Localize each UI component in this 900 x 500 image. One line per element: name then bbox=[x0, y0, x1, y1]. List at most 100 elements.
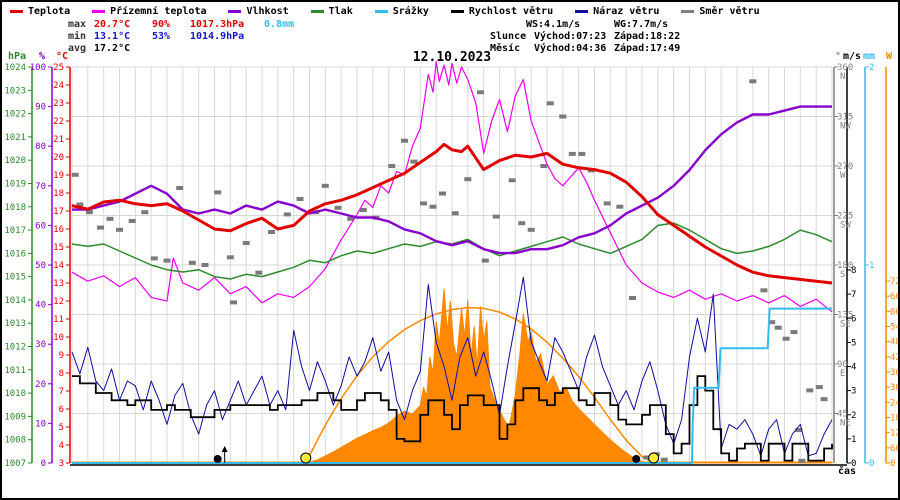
series-Teplota bbox=[71, 142, 833, 285]
svg-text:4: 4 bbox=[851, 363, 856, 373]
svg-text:13: 13 bbox=[53, 279, 64, 289]
legend: Teplota Přízemní teplota Vlhkost Tlak Srážky… bbox=[10, 5, 760, 17]
legend-swatch bbox=[228, 9, 242, 13]
svg-text:720: 720 bbox=[890, 277, 900, 287]
unit-mm: mm bbox=[863, 51, 876, 62]
legend-item-1: Přízemní teplota bbox=[92, 6, 206, 17]
moonset-time: Západ:17:49 bbox=[614, 43, 681, 54]
svg-text:360: 360 bbox=[890, 368, 900, 378]
unit-percent: % bbox=[39, 51, 46, 62]
svg-text:1008: 1008 bbox=[4, 436, 26, 446]
svg-text:420: 420 bbox=[890, 353, 900, 363]
stat-min-label: min bbox=[68, 31, 87, 42]
svg-text:60: 60 bbox=[35, 221, 46, 231]
svg-text:19: 19 bbox=[53, 171, 64, 181]
svg-text:17: 17 bbox=[53, 207, 64, 217]
svg-text:1015: 1015 bbox=[4, 273, 26, 283]
series-Vlhkost bbox=[72, 105, 832, 255]
legend-item-7: Směr větru bbox=[681, 6, 760, 17]
svg-text:18: 18 bbox=[53, 189, 64, 199]
svg-text:7: 7 bbox=[59, 387, 64, 397]
sunset-marker bbox=[648, 452, 660, 464]
svg-text:1019: 1019 bbox=[4, 179, 26, 189]
legend-item-2: Vlhkost bbox=[228, 6, 289, 17]
stat-wind-speed: WS:4.1m/s bbox=[526, 19, 581, 30]
svg-text:45: 45 bbox=[837, 410, 848, 420]
svg-text:225: 225 bbox=[837, 212, 853, 222]
legend-item-0: Teplota bbox=[10, 6, 70, 17]
legend-item-3: Tlak bbox=[310, 6, 353, 17]
svg-text:1014: 1014 bbox=[4, 296, 26, 306]
unit-watt: W bbox=[886, 51, 893, 62]
moonrise-time: Východ:04:36 bbox=[534, 43, 607, 54]
svg-text:N: N bbox=[840, 72, 845, 82]
unit-hpa: hPa bbox=[8, 51, 27, 62]
sunset-time: Západ:18:22 bbox=[614, 31, 681, 42]
svg-text:8: 8 bbox=[59, 369, 64, 379]
sunrise-time: Východ:07:23 bbox=[534, 31, 607, 42]
svg-text:1016: 1016 bbox=[4, 249, 26, 259]
svg-text:1020: 1020 bbox=[4, 156, 26, 166]
stat-max-label: max bbox=[68, 19, 87, 30]
svg-text:5: 5 bbox=[851, 338, 856, 348]
svg-text:25: 25 bbox=[53, 63, 64, 73]
moon-label: Měsíc bbox=[490, 43, 521, 54]
svg-text:0: 0 bbox=[890, 459, 895, 469]
svg-text:100: 100 bbox=[30, 63, 46, 73]
sun-label: Slunce bbox=[490, 31, 527, 42]
stat-min-humidity: 53% bbox=[152, 31, 171, 42]
legend-item-4: Srážky bbox=[374, 6, 429, 17]
svg-text:20: 20 bbox=[53, 153, 64, 163]
svg-text:180: 180 bbox=[890, 413, 900, 423]
svg-text:1023: 1023 bbox=[4, 86, 26, 96]
svg-text:NE: NE bbox=[840, 419, 851, 429]
chart-title: 12.10.2023 bbox=[412, 50, 492, 65]
svg-text:80: 80 bbox=[35, 142, 46, 152]
svg-text:8: 8 bbox=[851, 266, 856, 276]
svg-text:1010: 1010 bbox=[4, 389, 26, 399]
svg-text:1007: 1007 bbox=[4, 459, 26, 469]
svg-text:1018: 1018 bbox=[4, 203, 26, 213]
svg-text:540: 540 bbox=[890, 322, 900, 332]
svg-text:90: 90 bbox=[35, 103, 46, 113]
svg-text:24: 24 bbox=[53, 81, 64, 91]
svg-text:1011: 1011 bbox=[4, 366, 26, 376]
svg-text:40: 40 bbox=[35, 301, 46, 311]
svg-text:14: 14 bbox=[53, 261, 64, 271]
stat-max-humidity: 90% bbox=[152, 19, 171, 30]
stat-min-temp: 13.1°C bbox=[94, 31, 131, 42]
svg-text:10: 10 bbox=[35, 419, 46, 429]
moonset-marker bbox=[632, 455, 641, 463]
svg-text:270: 270 bbox=[837, 162, 853, 172]
svg-text:2: 2 bbox=[869, 63, 874, 73]
svg-text:1024: 1024 bbox=[4, 63, 26, 73]
svg-text:135: 135 bbox=[837, 311, 853, 321]
svg-text:1021: 1021 bbox=[4, 133, 26, 143]
svg-text:S: S bbox=[840, 270, 845, 280]
stat-avg-label: avg bbox=[68, 43, 87, 54]
stat-max-precip: 0.8mm bbox=[264, 19, 295, 30]
svg-text:6: 6 bbox=[59, 405, 64, 415]
legend-swatch bbox=[575, 9, 589, 13]
svg-text:4: 4 bbox=[59, 441, 64, 451]
legend-swatch bbox=[92, 9, 106, 13]
legend-swatch bbox=[374, 9, 388, 13]
svg-text:22: 22 bbox=[53, 117, 64, 127]
svg-text:SW: SW bbox=[840, 221, 851, 231]
svg-text:23: 23 bbox=[53, 99, 64, 109]
svg-text:30: 30 bbox=[35, 340, 46, 350]
series-Rychlost větru bbox=[72, 375, 833, 462]
svg-text:60: 60 bbox=[890, 444, 900, 454]
series-Sluneční záření (teoretické) bbox=[305, 306, 655, 464]
svg-text:1017: 1017 bbox=[4, 226, 26, 236]
unit-celsius: °C bbox=[56, 51, 69, 62]
svg-text:240: 240 bbox=[890, 398, 900, 408]
svg-text:10: 10 bbox=[53, 333, 64, 343]
stat-avg-temp: 17.2°C bbox=[94, 43, 131, 54]
legend-swatch bbox=[10, 9, 23, 13]
svg-text:3: 3 bbox=[59, 459, 64, 469]
svg-text:12: 12 bbox=[53, 297, 64, 307]
svg-text:480: 480 bbox=[890, 338, 900, 348]
